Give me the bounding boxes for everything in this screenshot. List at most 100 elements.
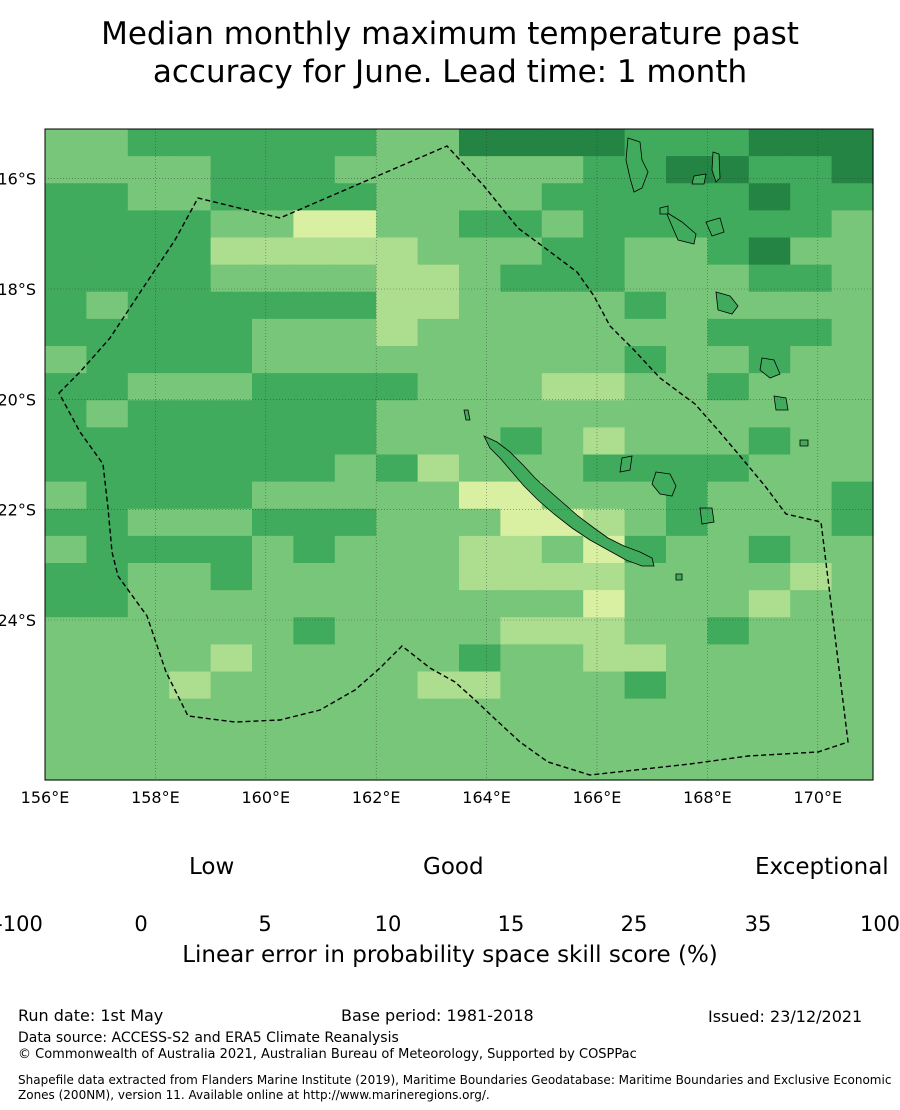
skill-cell bbox=[127, 129, 170, 157]
skill-cell bbox=[459, 237, 501, 266]
skill-cell bbox=[293, 563, 336, 591]
skill-cell bbox=[45, 156, 87, 184]
skill-cell bbox=[376, 318, 419, 347]
skill-cell bbox=[252, 508, 294, 537]
skill-cell bbox=[376, 400, 419, 428]
skill-cell bbox=[500, 590, 543, 618]
skill-cell bbox=[252, 481, 294, 510]
skill-cell bbox=[127, 210, 170, 239]
skill-cell bbox=[293, 508, 336, 537]
skill-cell bbox=[293, 156, 336, 184]
skill-cell bbox=[666, 671, 708, 700]
skill-cell bbox=[376, 373, 419, 401]
skill-cell bbox=[334, 698, 377, 727]
skill-cell bbox=[624, 210, 667, 239]
skill-cell bbox=[624, 400, 667, 428]
skill-cell bbox=[624, 318, 667, 347]
skill-cell bbox=[334, 183, 377, 211]
skill-cell bbox=[748, 129, 791, 157]
skill-cell bbox=[666, 373, 708, 401]
skill-cell bbox=[252, 346, 294, 374]
skill-cell bbox=[86, 400, 129, 428]
skill-cell bbox=[252, 535, 294, 564]
longitude-label: 170°E bbox=[793, 788, 842, 807]
skill-cell bbox=[45, 698, 87, 727]
skill-cell bbox=[831, 698, 874, 727]
skill-cell bbox=[624, 563, 667, 591]
skill-cell bbox=[500, 535, 543, 564]
skill-cell bbox=[459, 590, 501, 618]
skill-cell bbox=[831, 481, 874, 510]
skill-cell bbox=[583, 644, 626, 673]
skill-cell bbox=[334, 129, 377, 157]
skill-cell bbox=[252, 183, 294, 211]
skill-cell bbox=[334, 210, 377, 239]
skill-cell bbox=[790, 454, 833, 483]
skill-cell bbox=[831, 563, 874, 591]
skill-cell bbox=[707, 644, 750, 673]
skill-cell bbox=[500, 318, 543, 347]
skill-cell bbox=[169, 508, 212, 537]
skill-cell bbox=[666, 400, 708, 428]
skill-cell bbox=[334, 725, 377, 754]
skill-cell bbox=[45, 400, 87, 428]
skill-cell bbox=[831, 427, 874, 456]
longitude-label: 160°E bbox=[241, 788, 290, 807]
skill-cell bbox=[790, 237, 833, 266]
skill-cell bbox=[500, 346, 543, 374]
skill-cell bbox=[624, 264, 667, 293]
skill-cell bbox=[748, 508, 791, 537]
skill-cell bbox=[831, 373, 874, 401]
skill-cell bbox=[210, 590, 253, 618]
skill-cell bbox=[334, 590, 377, 618]
skill-cell bbox=[417, 156, 460, 184]
skill-cell bbox=[417, 508, 460, 537]
skill-cell bbox=[500, 291, 543, 320]
skill-cell bbox=[459, 644, 501, 673]
aneityum-island bbox=[773, 395, 789, 411]
longitude-label: 156°E bbox=[21, 788, 70, 807]
skill-cell bbox=[45, 291, 87, 320]
colorbar-tick: 100 bbox=[859, 912, 900, 936]
skill-cell bbox=[45, 563, 87, 591]
skill-cell bbox=[790, 346, 833, 374]
skill-cell bbox=[707, 725, 750, 754]
skill-cell bbox=[831, 129, 874, 157]
skill-cell bbox=[624, 508, 667, 537]
skill-cell bbox=[169, 427, 212, 456]
skill-cell bbox=[541, 264, 584, 293]
skill-cell bbox=[748, 318, 791, 347]
skill-cell bbox=[541, 129, 584, 157]
skill-cell bbox=[541, 373, 584, 401]
base-period: Base period: 1981-2018 bbox=[341, 1006, 534, 1025]
skill-cell bbox=[127, 156, 170, 184]
data-source: Data source: ACCESS-S2 and ERA5 Climate … bbox=[18, 1030, 399, 1046]
skill-cell bbox=[210, 617, 253, 645]
skill-cell bbox=[790, 671, 833, 700]
skill-cell bbox=[541, 183, 584, 211]
skill-cell bbox=[127, 291, 170, 320]
skill-cell bbox=[417, 264, 460, 293]
latitude-tick-labels: 16°S 18°S 20°S 22°S 24°S bbox=[0, 170, 36, 630]
skill-cell bbox=[417, 346, 460, 374]
skill-cell bbox=[169, 156, 212, 184]
skill-cell bbox=[790, 508, 833, 537]
skill-cell bbox=[210, 264, 253, 293]
skill-cell bbox=[790, 210, 833, 239]
skill-cell bbox=[252, 617, 294, 645]
skill-cell bbox=[293, 481, 336, 510]
skill-cell bbox=[707, 237, 750, 266]
skill-cell bbox=[583, 264, 626, 293]
skill-cell bbox=[666, 644, 708, 673]
skill-cell bbox=[790, 291, 833, 320]
colorbar-tick: 5 bbox=[258, 912, 272, 936]
skill-cell bbox=[666, 291, 708, 320]
skill-cell bbox=[707, 346, 750, 374]
skill-cell bbox=[86, 427, 129, 456]
skill-cell bbox=[831, 535, 874, 564]
skill-cell bbox=[252, 671, 294, 700]
skill-cell bbox=[376, 590, 419, 618]
skill-cell bbox=[624, 427, 667, 456]
skill-cell bbox=[748, 156, 791, 184]
skill-cell bbox=[210, 210, 253, 239]
